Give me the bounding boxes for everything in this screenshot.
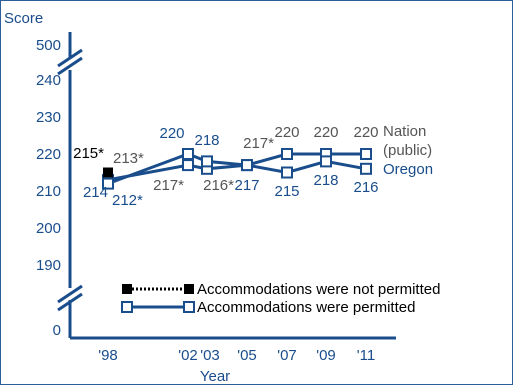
oregon-point-permitted [201, 155, 213, 168]
oregon-data-label: 218 [313, 172, 338, 189]
legend-permitted-marker-right [183, 301, 195, 313]
oregon-data-label-extra: 214 [83, 184, 108, 201]
oregon-point-permitted [182, 148, 194, 160]
nation-series-name: Nation [383, 123, 426, 140]
oregon-data-label: 220 [159, 125, 184, 142]
x-tick-label: '07 [277, 347, 297, 364]
y-tick-label: 240 [36, 72, 61, 89]
nation-point-permitted [281, 148, 293, 160]
y-axis-break-mark-bottom-2 [57, 292, 83, 312]
y-tick-label: 0 [53, 322, 61, 339]
oregon-data-label: 212* [112, 192, 143, 209]
nation-data-label: 217* [243, 135, 274, 152]
y-tick-label: 220 [36, 146, 61, 163]
y-tick-label: 190 [36, 257, 61, 274]
x-axis-title: Year [200, 368, 230, 385]
oregon-data-label: 218 [194, 132, 219, 149]
x-tick-label: '11 [357, 347, 375, 364]
legend-permitted-label: Accommodations were permitted [197, 299, 415, 316]
nation-data-label: 213* [113, 150, 144, 167]
series-points [102, 148, 372, 190]
oregon-series-name: Oregon [383, 161, 433, 178]
nation-data-label: 220 [274, 124, 299, 141]
nation-series-name: (public) [383, 142, 432, 159]
oregon-point-permitted [281, 166, 293, 179]
legend-permitted-marker-left [121, 301, 133, 313]
x-tick-label: '02 [178, 347, 198, 364]
oregon-point-permitted [320, 155, 332, 168]
nation-point-not-permitted [103, 167, 113, 178]
y-axis-break-mark-bottom-1 [57, 284, 83, 304]
y-tick-label: 200 [36, 220, 61, 237]
x-tick-label: '05 [237, 347, 257, 364]
y-axis-break-mark-top-1 [57, 48, 83, 68]
oregon-data-label: 217 [234, 177, 259, 194]
oregon-point-permitted [102, 177, 114, 190]
x-tick-label: '03 [200, 347, 220, 364]
legend: Accommodations were not permittedAccommo… [121, 281, 440, 316]
nation-point-permitted [182, 159, 194, 172]
oregon-point-permitted [360, 162, 372, 175]
x-tick-label: '09 [316, 347, 336, 364]
y-tick-label: 230 [36, 109, 61, 126]
y-axis-title: Score [4, 10, 43, 27]
nation-data-label: 220 [313, 124, 338, 141]
oregon-point-permitted [241, 159, 253, 172]
x-tick-labels: '98 '02'03 '05 '07 '09 '11 [98, 347, 375, 364]
nation-data-label-not-permitted: 215* [73, 145, 104, 162]
y-tick-label: 210 [36, 183, 61, 200]
y-axis [57, 32, 83, 338]
oregon-data-label: 215 [274, 183, 299, 200]
nation-data-label: 220 [353, 124, 378, 141]
y-tick-labels: 0 190 200 210 220 230 240 500 [36, 37, 61, 339]
y-tick-label: 500 [36, 37, 61, 54]
legend-not-permitted-label: Accommodations were not permitted [197, 281, 440, 298]
series-names: Nation (public) Oregon [383, 123, 433, 178]
y-axis-break-mark-top-2 [57, 56, 83, 76]
nation-data-label: 216* [203, 177, 234, 194]
nation-data-label: 217* [153, 177, 184, 194]
legend-not-permitted-marker-left [122, 284, 132, 294]
oregon-data-label: 216 [353, 179, 378, 196]
x-tick-label: '98 [98, 347, 118, 364]
nation-point-permitted [360, 148, 372, 160]
legend-not-permitted-marker-right [184, 284, 194, 294]
